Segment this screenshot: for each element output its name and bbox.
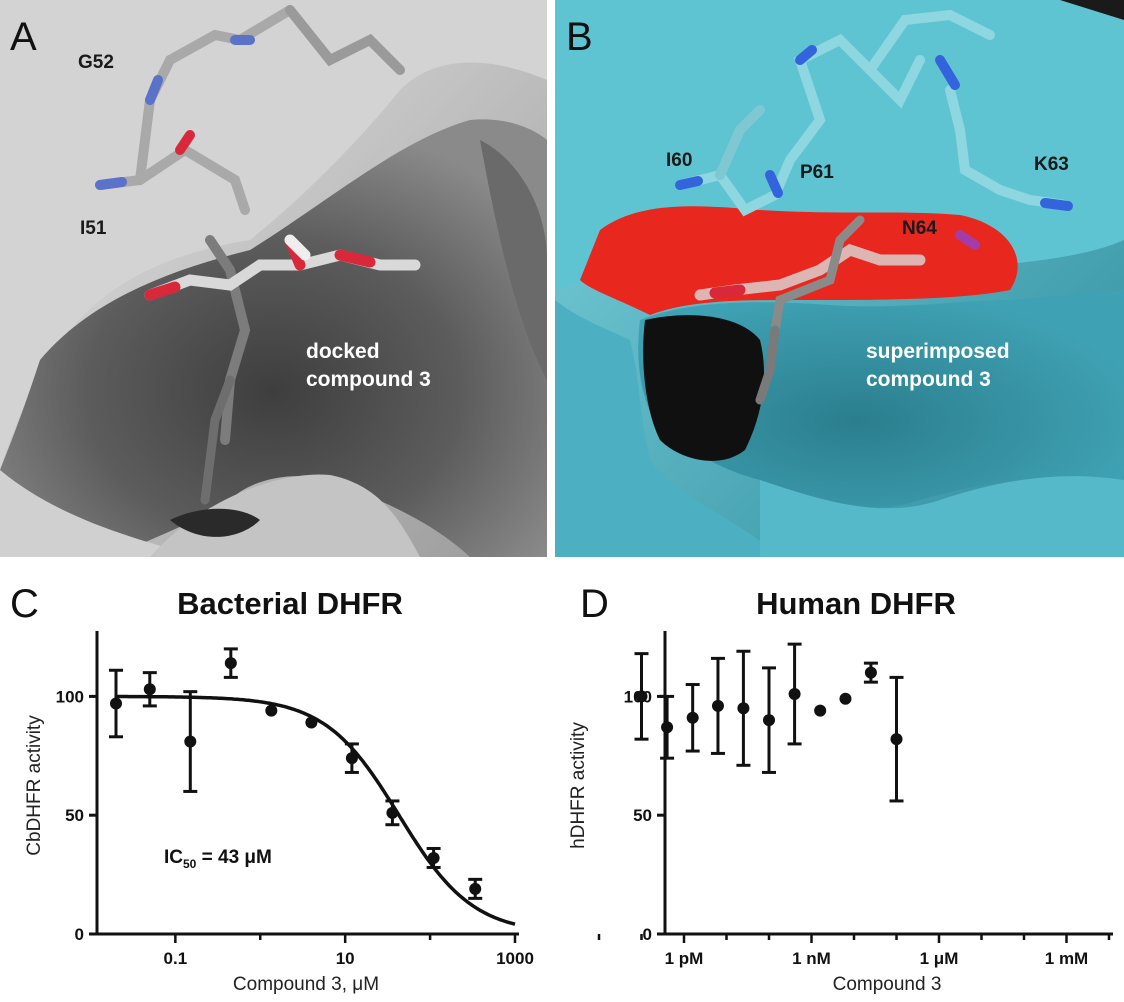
- y-tick-label: 0: [643, 925, 652, 944]
- chart-d-title: Human DHFR: [756, 586, 956, 621]
- chart-c-panel-letter: C: [10, 582, 39, 626]
- panel-a-letter: A: [10, 15, 37, 59]
- panel-b-letter: B: [566, 15, 593, 59]
- residue-label-i51: I51: [80, 218, 107, 239]
- data-point: [864, 666, 877, 679]
- data-point: [305, 716, 318, 729]
- y-tick-label: 50: [633, 806, 652, 825]
- data-point: [224, 657, 237, 670]
- data-point: [814, 704, 827, 717]
- data-point: [711, 699, 724, 712]
- data-point: [763, 714, 775, 727]
- data-point: [737, 702, 750, 715]
- data-point: [345, 752, 358, 765]
- x-tick-label: 1 pM: [665, 949, 704, 968]
- y-axis-title: hDHFR activity: [568, 722, 589, 849]
- y-tick-label: 100: [56, 687, 84, 706]
- ic50-prefix: IC: [164, 847, 183, 868]
- x-tick-label: 10: [336, 949, 355, 968]
- panel-b-compound-label-line1: superimposed: [866, 340, 1010, 363]
- data-point: [635, 690, 648, 703]
- chart-d-human-dhfr: D Human DHFR 0501001 pM1 nM1 μM1 mMCompo…: [568, 582, 1113, 995]
- data-point: [110, 697, 122, 710]
- residue-label-i60: I60: [666, 150, 692, 171]
- data-point: [661, 721, 674, 734]
- x-tick-label: 0.1: [164, 949, 188, 968]
- panel-b-compound-label-line2: compound 3: [866, 368, 991, 391]
- residue-label-g52: G52: [78, 52, 114, 73]
- ic50-subscript: 50: [183, 857, 197, 871]
- ic50-annotation: IC50 = 43 μM: [164, 847, 272, 871]
- data-point: [265, 704, 278, 717]
- x-tick-label: 1000: [496, 949, 534, 968]
- x-tick-label: 1 mM: [1045, 949, 1088, 968]
- x-axis-title: Compound 3: [833, 974, 942, 995]
- fit-curve: [116, 694, 516, 926]
- y-axis-title: CbDHFR activity: [24, 715, 45, 856]
- panel-a-image: [0, 0, 547, 557]
- y-tick-label: 0: [75, 925, 84, 944]
- chart-c-bacterial-dhfr: C Bacterial DHFR 0 50 100 0.1 10 1000 Compound…: [10, 582, 534, 995]
- data-point: [686, 711, 699, 724]
- data-point: [143, 683, 156, 696]
- data-point: [788, 688, 801, 701]
- ic50-value: = 43 μM: [196, 847, 272, 868]
- panel-a-compound-label-line2: compound 3: [306, 368, 431, 391]
- residue-label-p61: P61: [800, 162, 834, 183]
- residue-label-n64: N64: [902, 218, 937, 239]
- chart-c-title: Bacterial DHFR: [177, 586, 403, 621]
- data-point: [184, 735, 197, 748]
- x-tick-label: 1 μM: [920, 949, 959, 968]
- panel-a-compound-label-line1: docked: [306, 340, 380, 363]
- data-point: [386, 806, 399, 819]
- data-point: [469, 882, 482, 895]
- x-tick-label: 1 nM: [792, 949, 831, 968]
- x-axis-title: Compound 3, μM: [233, 974, 379, 995]
- panel-b-image: [555, 0, 1124, 557]
- chart-d-panel-letter: D: [580, 582, 609, 626]
- data-point: [427, 851, 440, 864]
- residue-label-k63: K63: [1034, 154, 1069, 175]
- data-point: [839, 692, 852, 705]
- data-point: [890, 733, 903, 746]
- y-tick-label: 50: [65, 806, 84, 825]
